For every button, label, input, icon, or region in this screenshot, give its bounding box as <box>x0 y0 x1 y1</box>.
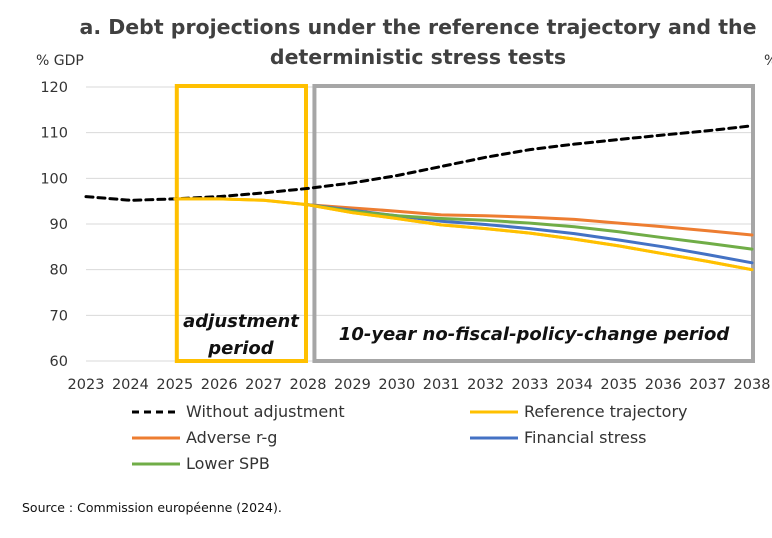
x-tick-2038: 2038 <box>734 377 771 393</box>
legend-label-adverse-r-g: Adverse r-g <box>186 428 277 447</box>
y-tick-110: 110 <box>40 126 68 142</box>
x-tick-2031: 2031 <box>423 377 460 393</box>
adjustment-period-box <box>174 84 308 363</box>
x-tick-2023: 2023 <box>68 377 105 393</box>
x-tick-2028: 2028 <box>290 377 327 393</box>
x-tick-2033: 2033 <box>512 377 549 393</box>
legend-label-without-adjustment: Without adjustment <box>186 402 345 421</box>
legend-label-reference-trajectory: Reference trajectory <box>524 402 688 421</box>
y-tick-70: 70 <box>50 308 68 324</box>
chart-title-line-1: a. Debt projections under the reference … <box>79 15 756 39</box>
x-tick-2035: 2035 <box>600 377 637 393</box>
x-tick-2025: 2025 <box>156 377 193 393</box>
no-policy-change-period-box <box>312 84 755 363</box>
x-tick-2026: 2026 <box>201 377 238 393</box>
x-tick-2036: 2036 <box>645 377 682 393</box>
legend-label-lower-spb: Lower SPB <box>186 454 270 473</box>
x-tick-2024: 2024 <box>112 377 149 393</box>
source-note: Source : Commission européenne (2024). <box>22 500 282 515</box>
y-tick-90: 90 <box>50 217 68 233</box>
series-line-lower-spb <box>306 203 754 251</box>
x-tick-2032: 2032 <box>467 377 504 393</box>
y-axis-label: % GDP <box>36 53 84 69</box>
y-tick-120: 120 <box>40 80 68 96</box>
legend-label-financial-stress: Financial stress <box>524 428 647 447</box>
series-line-reference-trajectory <box>173 197 754 272</box>
x-tick-2034: 2034 <box>556 377 593 393</box>
x-tick-2027: 2027 <box>245 377 282 393</box>
y-tick-80: 80 <box>50 263 68 279</box>
series-line-adverse-r-g <box>306 203 754 237</box>
y-tick-60: 60 <box>50 354 68 370</box>
no-policy-change-period-label: 10-year no-fiscal-policy-change period <box>339 324 731 345</box>
series-line-without-adjustment <box>84 124 754 202</box>
chart-title-line-2: deterministic stress tests <box>270 45 566 69</box>
x-tick-2029: 2029 <box>334 377 371 393</box>
right-edge-mark: % <box>764 53 772 69</box>
adjustment-period-label-line-2: period <box>207 338 275 359</box>
x-tick-2037: 2037 <box>689 377 726 393</box>
series-line-reference-trajectory-top <box>174 197 753 272</box>
debt-projections-chart: a. Debt projections under the reference … <box>36 15 772 473</box>
x-tick-2030: 2030 <box>378 377 415 393</box>
adjustment-period-label-line-1: adjustment <box>183 311 300 332</box>
y-tick-100: 100 <box>40 171 68 187</box>
